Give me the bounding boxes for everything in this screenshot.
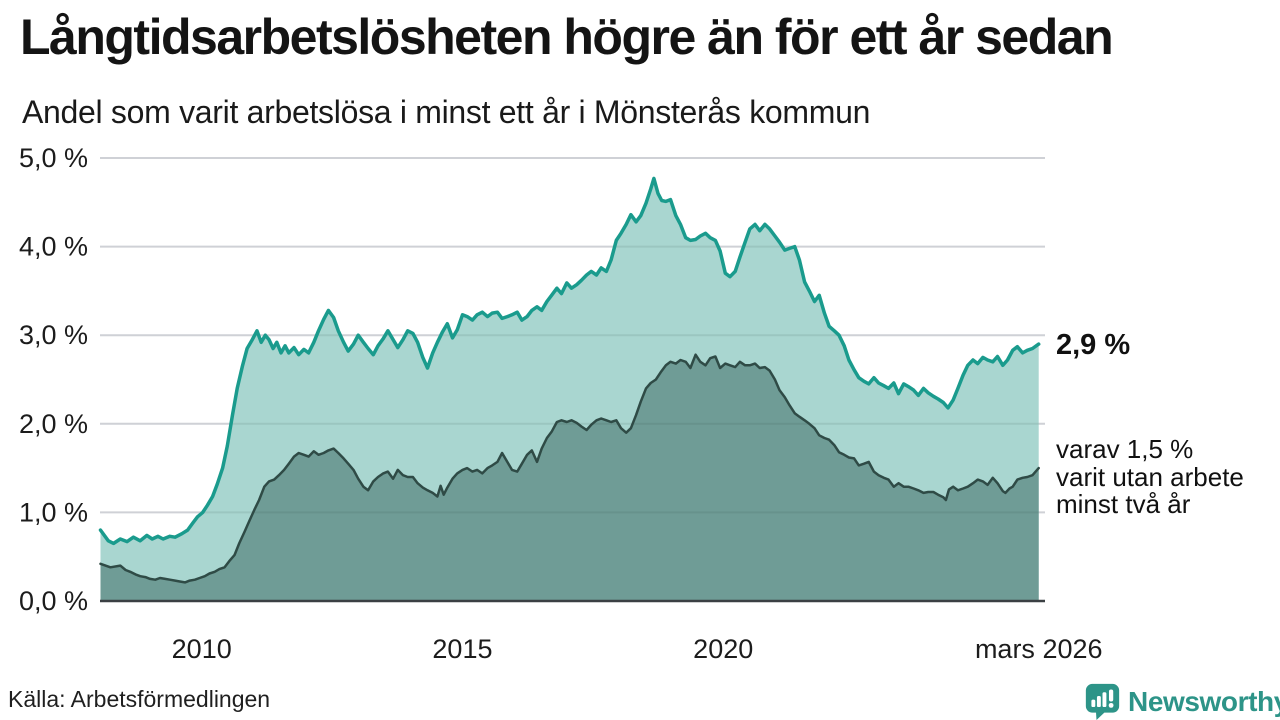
secondary-value-line-3: minst två år: [1056, 489, 1191, 519]
y-tick-label: 3,0 %: [19, 320, 88, 350]
secondary-value-label: varav 1,5 % varit utan arbete minst två …: [1056, 434, 1244, 519]
page-subtitle: Andel som varit arbetslösa i minst ett å…: [22, 94, 871, 130]
newsworthy-logo: Newsworthy: [1084, 683, 1280, 720]
y-tick-label: 4,0 %: [19, 232, 88, 262]
x-tick-label: 2015: [432, 634, 492, 664]
series-line-one-year: [98, 176, 1041, 546]
page-title: Långtidsarbetslösheten högre än för ett …: [20, 9, 1114, 65]
x-tick-label: 2020: [693, 634, 753, 664]
newsworthy-logo-icon: [1085, 683, 1120, 720]
y-tick-label: 0,0 %: [19, 586, 88, 616]
x-tick-label: mars 2026: [975, 634, 1103, 664]
secondary-value-line-2: varit utan arbete: [1056, 461, 1244, 492]
x-tick-label: 2010: [172, 634, 232, 664]
source-credit: Källa: Arbetsförmedlingen: [8, 686, 271, 712]
series-line-two-years: [99, 353, 1040, 584]
y-tick-label: 2,0 %: [19, 409, 88, 439]
y-tick-label: 1,0 %: [19, 497, 88, 527]
newsworthy-logo-text: Newsworthy: [1128, 685, 1280, 717]
latest-value-label: 2,9 %: [1056, 329, 1131, 361]
y-tick-label: 5,0 %: [19, 143, 88, 173]
series-area-two-years: [100, 354, 1039, 601]
secondary-value-line-1: varav 1,5 %: [1056, 434, 1194, 464]
